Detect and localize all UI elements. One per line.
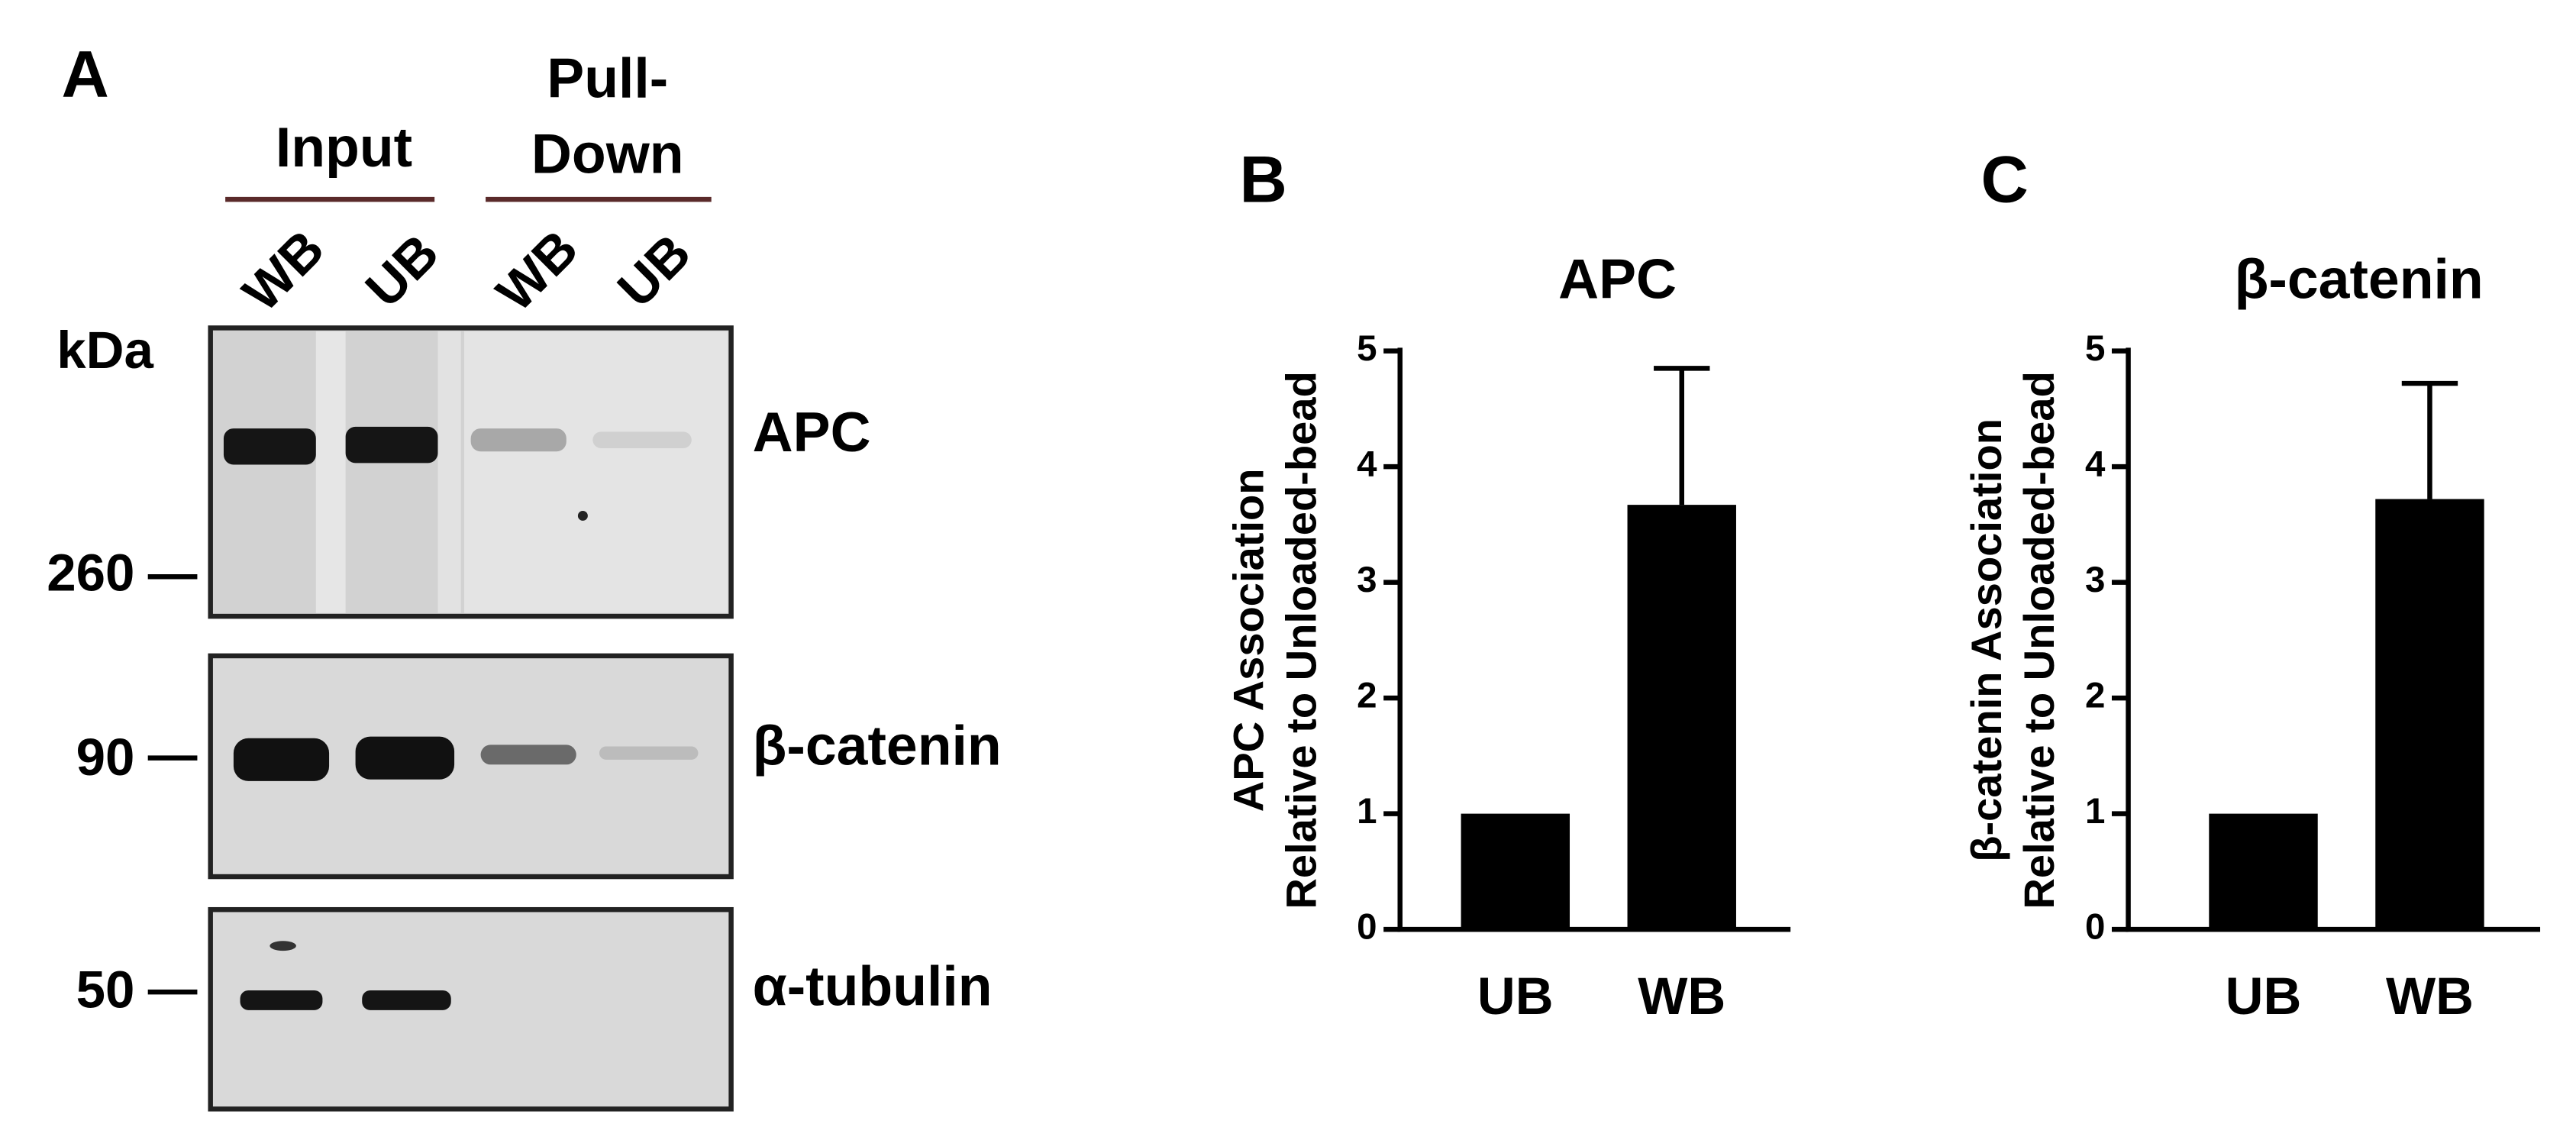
blot-lane-gap: [315, 331, 346, 613]
blot-band: [223, 428, 316, 465]
x-tick-label: WB: [2386, 966, 2474, 1026]
y-tick-label: 2: [1357, 676, 1377, 716]
chart-title: APC: [1558, 248, 1677, 311]
x-tick-label: UB: [2226, 966, 2302, 1026]
group-label: Down: [531, 123, 684, 186]
blot-band: [233, 738, 330, 781]
lane-label: UB: [606, 222, 702, 318]
x-tick-label: WB: [1638, 966, 1725, 1026]
lane-label: UB: [353, 222, 450, 318]
chart-title: β-catenin: [2235, 248, 2484, 311]
blot-band: [345, 426, 438, 464]
y-axis-label: β-catenin Association: [1962, 418, 2010, 862]
y-tick-label: 1: [1357, 791, 1377, 832]
lane-label: WB: [485, 218, 589, 323]
y-tick-label: 5: [1357, 328, 1377, 369]
marker-label: 90: [76, 727, 135, 787]
panel-letter: A: [62, 37, 109, 111]
lane-label: WB: [231, 218, 336, 323]
panel-letter: B: [1239, 143, 1286, 216]
y-axis-label: Relative to Unloaded-bead: [1277, 371, 1325, 909]
kda-label: kDa: [56, 320, 153, 380]
blot-band: [470, 428, 567, 452]
marker-label: 50: [76, 959, 135, 1019]
y-axis-label: Relative to Unloaded-bead: [2015, 371, 2063, 909]
blot-band: [480, 745, 576, 765]
protein-label: α-tubulin: [753, 954, 993, 1017]
y-tick-label: 3: [2085, 560, 2105, 600]
protein-label: APC: [753, 401, 871, 464]
bar: [1461, 813, 1570, 930]
bar: [1627, 505, 1736, 930]
y-tick-label: 4: [1357, 444, 1377, 485]
y-tick-label: 0: [1357, 907, 1377, 948]
y-axis-label: APC Association: [1224, 468, 1272, 812]
blot-band: [599, 746, 699, 760]
error-bar: [1654, 366, 1710, 506]
blot-lane-gap: [437, 331, 461, 613]
blot-band: [355, 736, 455, 780]
blot-background: [464, 331, 728, 613]
bar: [2375, 499, 2484, 930]
group-label: Pull-: [547, 47, 668, 109]
y-tick-label: 4: [2085, 444, 2106, 485]
blot-speck: [270, 941, 296, 951]
group-label: Input: [276, 116, 412, 179]
y-tick-label: 3: [1357, 560, 1377, 600]
x-tick-label: UB: [1477, 966, 1554, 1026]
y-tick-label: 5: [2085, 328, 2105, 369]
error-bar: [2401, 380, 2458, 499]
blot-band: [240, 990, 323, 1010]
protein-label: β-catenin: [753, 714, 1002, 777]
bar: [2209, 813, 2318, 930]
marker-label: 260: [47, 543, 134, 602]
blot-band: [592, 431, 692, 448]
blot-speck: [577, 510, 588, 521]
y-tick-label: 2: [2085, 676, 2105, 716]
panel-letter: C: [1981, 143, 2029, 216]
y-tick-label: 0: [2085, 907, 2105, 948]
blot-band: [362, 990, 451, 1010]
y-tick-label: 1: [2085, 791, 2105, 832]
